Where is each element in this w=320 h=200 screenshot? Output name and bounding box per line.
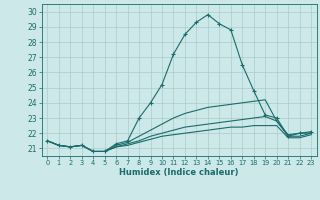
X-axis label: Humidex (Indice chaleur): Humidex (Indice chaleur)	[119, 168, 239, 177]
